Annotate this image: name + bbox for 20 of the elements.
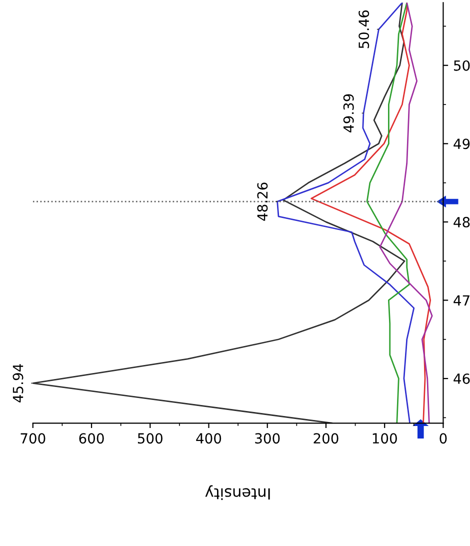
y-tick-label: 48 [454,216,470,228]
x-tick-label: 400 [196,433,222,444]
annotation: 50.46 [358,10,370,48]
x-tick-label: 500 [138,433,162,444]
y-tick-label: 50 [454,60,470,71]
x-tick-label: 700 [20,433,46,444]
x-tick-label: 100 [372,433,397,444]
y-tick-label: 49 [454,138,470,150]
y-tick-label: 46 [454,373,470,384]
x-tick-label: 200 [314,433,338,444]
x-tick-label: 600 [79,433,104,444]
y-tick-label: 47 [454,295,470,306]
annotation: 48.26 [257,182,268,221]
x-axis-title: Intensity [205,485,270,500]
x-tick-label: 0 [440,433,447,444]
x-tick-label: 300 [255,433,280,444]
line-series [276,2,415,424]
annotation: 45.94 [12,364,24,402]
annotation: 49.39 [343,94,354,132]
line-series [32,2,406,424]
